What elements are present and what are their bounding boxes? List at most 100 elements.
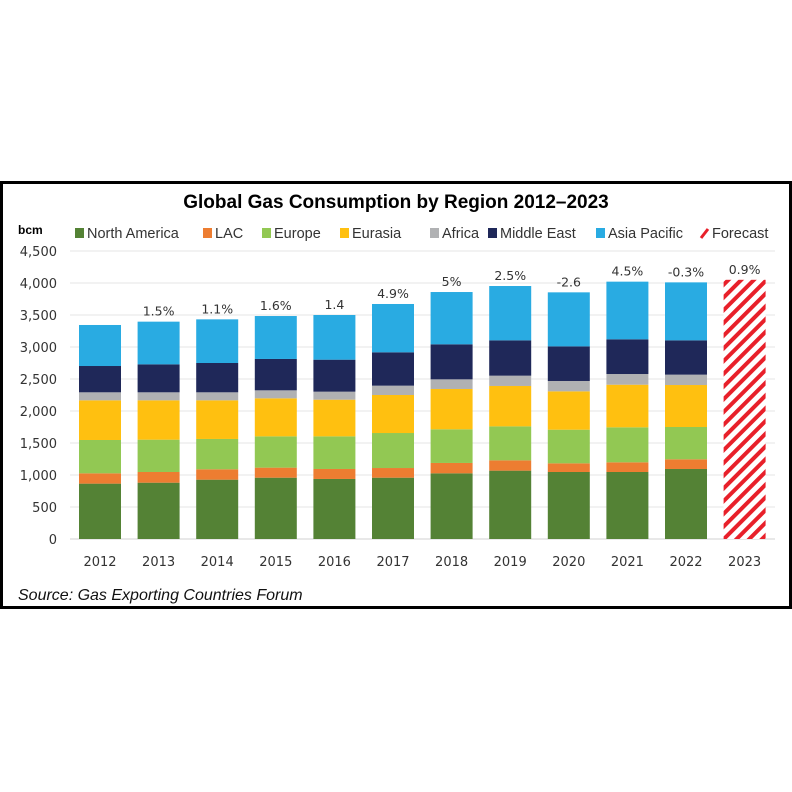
y-tick-label: 2,000 <box>20 405 57 420</box>
bar-segment-middle-east <box>489 340 532 376</box>
growth-label: 1.4 <box>324 297 344 312</box>
bar-segment-asia-pacific <box>137 321 180 365</box>
bar-segment-africa <box>372 385 414 395</box>
bar-segment-lac <box>79 473 121 484</box>
y-axis-ticks: 0 500 1,000 1,500 2,000 2,500 3,000 3,500 4,000 4… <box>20 245 57 548</box>
y-axis-unit: bcm <box>18 223 43 237</box>
bar-segment-europe <box>79 439 121 474</box>
bar-segment-eurasia <box>313 399 356 437</box>
bar-segment-lac <box>313 468 356 479</box>
bar-segment-eurasia <box>196 400 239 439</box>
growth-label: -0.3% <box>668 264 704 279</box>
bar-segment-lac <box>196 469 239 480</box>
bar-segment-africa <box>137 392 180 401</box>
legend-swatch <box>75 228 84 238</box>
bar-segment-middle-east <box>665 340 707 375</box>
legend-item-europe: Europe <box>262 226 321 242</box>
legend-item-asia-pacific: Asia Pacific <box>596 226 683 242</box>
growth-label: -2.6 <box>557 274 581 289</box>
bar-segment-eurasia <box>430 388 473 430</box>
bar-segment-north-america <box>372 477 414 539</box>
bar-segment-middle-east <box>606 339 649 375</box>
x-axis-ticks: 2012 2013 2014 2015 2016 2017 2018 2019 2020 2021… <box>83 555 761 570</box>
bar-segment-africa <box>79 392 121 401</box>
growth-label: 1.6% <box>260 298 292 313</box>
bar-segment-middle-east <box>372 352 414 386</box>
bar-segment-eurasia <box>79 400 121 440</box>
bar-segment-eurasia <box>606 384 649 428</box>
growth-label: 2.5% <box>494 268 526 283</box>
legend-label: Asia Pacific <box>608 226 683 242</box>
bar-segment-north-america <box>665 468 707 539</box>
bar-segment-lac <box>137 471 180 483</box>
growth-label: 4.5% <box>612 264 644 279</box>
legend-swatch <box>488 228 497 238</box>
bar-segment-africa <box>665 374 707 386</box>
bar-segment-asia-pacific <box>79 324 121 367</box>
chart-frame <box>0 181 792 609</box>
legend-label: Forecast <box>712 226 768 242</box>
bar-segment-eurasia <box>547 391 590 430</box>
bar-segment-asia-pacific <box>606 281 649 340</box>
bar-segment-asia-pacific <box>196 319 239 363</box>
bar-segment-middle-east <box>79 366 121 393</box>
bar-segment-north-america <box>137 482 180 539</box>
y-tick-label: 4,500 <box>20 245 57 260</box>
y-tick-label: 3,000 <box>20 341 57 356</box>
legend-swatch <box>596 228 605 238</box>
bar-segment-middle-east <box>137 364 180 393</box>
gridlines <box>70 250 775 540</box>
bar-segment-eurasia <box>489 385 532 427</box>
bar-segment-middle-east <box>254 358 297 391</box>
legend-label: Eurasia <box>352 226 402 242</box>
x-tick-label: 2023 <box>728 555 761 570</box>
bar-segment-middle-east <box>313 359 356 392</box>
legend-swatch <box>203 228 212 238</box>
bar-segment-north-america <box>606 471 649 539</box>
legend-swatch <box>430 228 439 238</box>
bar-segment-north-america <box>313 478 356 539</box>
legend-label: North America <box>87 226 180 242</box>
bar-segment-asia-pacific <box>547 292 590 347</box>
x-tick-label: 2016 <box>318 555 351 570</box>
bar-segment-africa <box>547 380 590 392</box>
bar-segment-middle-east <box>196 363 239 393</box>
growth-label: 1.5% <box>143 304 175 319</box>
bar-segment-asia-pacific <box>665 282 707 341</box>
growth-label: 5% <box>442 274 462 289</box>
bar-segment-africa <box>196 392 239 401</box>
x-tick-label: 2015 <box>259 555 292 570</box>
legend: North America LAC Europe Eurasia Africa Middl… <box>75 226 768 242</box>
bar-segment-asia-pacific <box>372 303 414 353</box>
legend-swatch <box>262 228 271 238</box>
bar-segment-lac <box>665 459 707 469</box>
bar-segment-eurasia <box>254 398 297 437</box>
y-tick-label: 4,000 <box>20 277 57 292</box>
chart-title: Global Gas Consumption by Region 2012–20… <box>183 192 609 213</box>
x-tick-label: 2013 <box>142 555 175 570</box>
source-note: Source: Gas Exporting Countries Forum <box>18 587 303 604</box>
legend-label: Middle East <box>500 226 576 242</box>
legend-label: LAC <box>215 226 243 242</box>
bar-segment-europe <box>196 438 239 470</box>
bar-segment-eurasia <box>372 395 414 434</box>
growth-label: 1.1% <box>201 301 233 316</box>
bar-segment-asia-pacific <box>489 286 532 341</box>
x-tick-label: 2022 <box>669 555 702 570</box>
y-tick-label: 1,500 <box>20 437 57 452</box>
bar-segment-europe <box>665 427 707 460</box>
legend-item-lac: LAC <box>203 226 243 242</box>
bar-segment-europe <box>489 426 532 461</box>
x-tick-label: 2014 <box>201 555 234 570</box>
bar-segment-africa <box>430 379 473 389</box>
bar-segment-lac <box>430 462 473 474</box>
y-tick-label: 3,500 <box>20 309 57 324</box>
x-tick-label: 2021 <box>611 555 644 570</box>
legend-label: Europe <box>274 226 321 242</box>
bar-segment-north-america <box>196 479 239 539</box>
bar-segment-europe <box>254 436 297 468</box>
bar-segment-europe <box>313 436 356 469</box>
bar-segment-lac <box>547 463 590 472</box>
bar-segment-africa <box>313 391 356 400</box>
